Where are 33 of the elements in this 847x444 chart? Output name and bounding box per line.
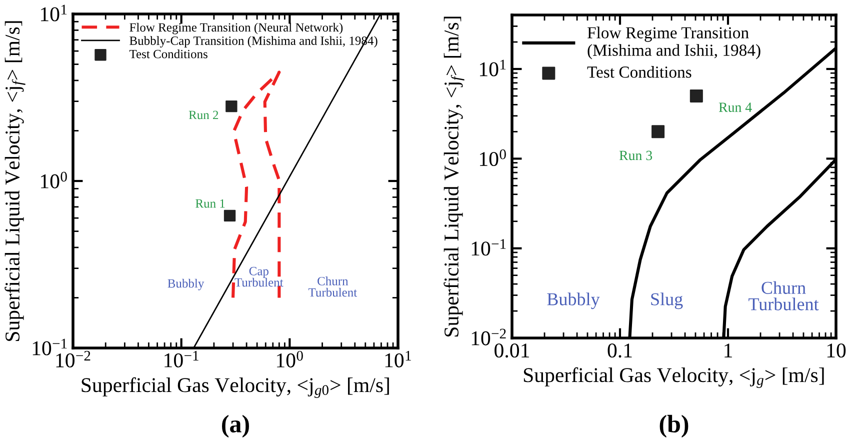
annotation: Churn Turbulent — [308, 276, 358, 297]
annotation: Run 3 — [619, 150, 652, 160]
annotation: Cap Turbulent — [234, 266, 284, 287]
y-tick-label: 10$^{0}$ — [41, 172, 67, 188]
y-tick-label: 10$^{1}$ — [480, 60, 506, 76]
x-axis-title: Superficial Gas Velocity, <j$_{g0}$> [m/s] — [82, 377, 389, 398]
legend-label: Test Conditions — [587, 66, 692, 78]
annotation: Churn Turbulent — [748, 281, 819, 310]
y-tick-label: 10$^{1}$ — [41, 4, 67, 22]
annotation: Bubbly — [547, 292, 600, 310]
x-tick-label: 10$^{1}$ — [385, 350, 411, 368]
y-axis-title: Superficial Liquid Velocity, <j$_{f}$> [m/s] — [4, 21, 26, 341]
annotation: Run 2 — [188, 110, 218, 120]
text: (b) — [660, 414, 688, 438]
x-tick-label: 10$^{0}$ — [277, 350, 303, 368]
x-tick-label: 10 — [827, 343, 846, 358]
annotation: Bubbly — [168, 278, 204, 290]
annotation: Run 4 — [718, 102, 752, 112]
y-tick-label: 10$^{−1}$ — [472, 239, 506, 256]
legend-label: Test Conditions — [129, 49, 208, 58]
x-tick-label: 0.1 — [608, 343, 632, 358]
x-axis-title: Superficial Gas Velocity, <j$_{g}$> [m/s] — [524, 367, 824, 388]
x-tick-label: 1 — [724, 344, 732, 358]
x-tick-label: 10$^{−1}$ — [164, 350, 198, 368]
text: (a) — [222, 414, 249, 438]
annotation: Slug — [651, 292, 683, 310]
x-tick-label: 0.01 — [494, 343, 529, 358]
annotation: Run 1 — [196, 199, 225, 208]
y-axis-title: Superficial Liquid Velocity, <j$_{f}$> [m/s] — [444, 16, 464, 336]
legend-label: Flow Regime Transition (Mishima and Ishii, 1984) — [587, 26, 760, 60]
y-tick-label: 10$^{0}$ — [480, 149, 506, 166]
x-tick-label: 10$^{−2}$ — [56, 350, 90, 368]
legend-label: Flow Regime Transition (Neural Network) — [130, 22, 343, 34]
